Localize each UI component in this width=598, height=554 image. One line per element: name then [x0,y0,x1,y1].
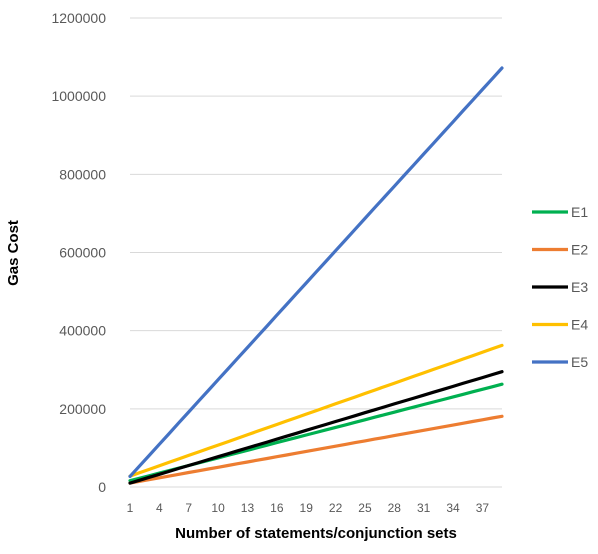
x-tick-label: 16 [270,501,284,515]
x-tick-label: 13 [241,501,255,515]
series-lines [128,66,504,485]
x-tick-label: 4 [156,501,163,515]
x-tick-label: 1 [127,501,134,515]
series-line-e5 [128,66,504,478]
legend-label-e4: E4 [571,317,588,333]
x-tick-label: 10 [211,501,225,515]
legend-label-e2: E2 [571,242,588,258]
y-tick-label: 0 [98,479,106,495]
x-tick-label: 34 [446,501,460,515]
legend: E1 E2 E3 E4 E5 [532,204,588,370]
series-line-e4 [128,343,504,478]
x-tick-label: 28 [388,501,402,515]
x-tick-label: 19 [300,501,314,515]
series-line-e3 [128,370,504,485]
y-tick-label: 400000 [59,323,106,339]
y-tick-label: 1000000 [51,88,106,104]
y-tick-label: 600000 [59,245,106,261]
gridlines [130,17,502,488]
y-tick-label: 800000 [59,166,106,182]
legend-label-e3: E3 [571,279,588,295]
y-axis-ticks: 0 200000 400000 600000 800000 1000000 1200000 [51,10,106,495]
x-tick-label: 37 [476,501,490,515]
x-tick-label: 22 [329,501,343,515]
series-line-e2 [128,414,504,485]
legend-label-e1: E1 [571,204,588,220]
x-axis-title: Number of statements/conjunction sets [175,525,457,542]
y-axis-title: Gas Cost [5,220,22,286]
y-tick-label: 1200000 [51,10,106,26]
y-tick-label: 200000 [59,401,106,417]
legend-label-e5: E5 [571,354,588,370]
x-axis-ticks: 1 4 7 10 13 16 19 22 25 28 31 34 37 [127,501,490,515]
x-tick-label: 25 [358,501,372,515]
x-tick-label: 7 [185,501,192,515]
x-tick-label: 31 [417,501,431,515]
